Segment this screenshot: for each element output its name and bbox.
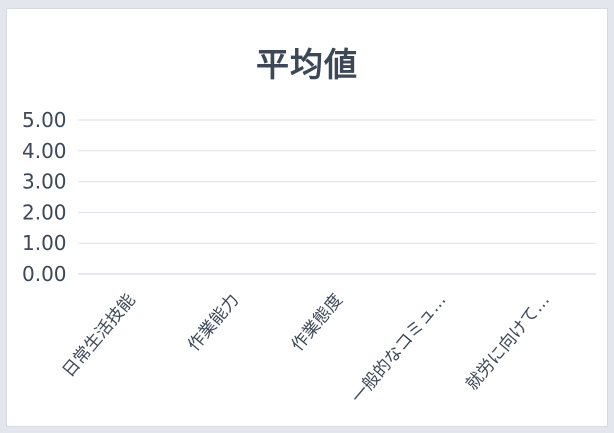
x-tick-labels: 日常生活技能 作業能力 作業態度 一般的なコミュ… 就労に向けて… [59,290,554,407]
y-tick-label: 1.00 [22,231,67,255]
gridlines [78,119,596,275]
chart-card [6,8,608,427]
x-tick-label: 作業態度 [288,290,347,355]
y-tick-label: 2.00 [22,200,67,224]
chart-title: 平均値 [256,45,358,84]
x-tick-label: 作業能力 [184,290,243,355]
x-tick-label: 日常生活技能 [59,290,140,381]
y-tick-label: 0.00 [22,262,67,286]
y-tick-label: 4.00 [22,139,67,163]
y-tick-labels: 0.00 1.00 2.00 3.00 4.00 5.00 [22,108,67,286]
y-tick-label: 3.00 [22,170,67,194]
x-tick-label: 一般的なコミュ… [348,290,451,407]
y-tick-label: 5.00 [22,108,67,132]
x-tick-label: 就労に向けて… [462,290,554,394]
